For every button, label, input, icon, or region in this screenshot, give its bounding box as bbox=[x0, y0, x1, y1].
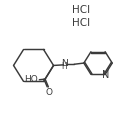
Text: HO: HO bbox=[24, 75, 37, 84]
Text: H: H bbox=[62, 62, 67, 71]
Text: HCl: HCl bbox=[72, 18, 90, 28]
Text: N: N bbox=[102, 70, 110, 80]
Text: HCl: HCl bbox=[72, 5, 90, 15]
Text: N: N bbox=[61, 59, 68, 68]
Text: O: O bbox=[45, 88, 52, 97]
